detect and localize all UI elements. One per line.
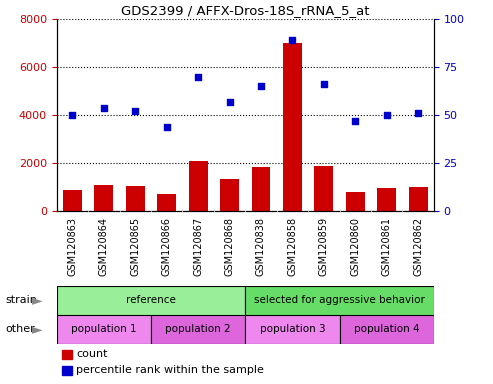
Bar	[346, 192, 365, 211]
Point	[320, 81, 328, 88]
Point	[163, 124, 171, 130]
Bar	[283, 43, 302, 211]
Bar	[340, 315, 434, 344]
Text: reference: reference	[126, 295, 176, 306]
Text: GSM120861: GSM120861	[382, 217, 392, 276]
Text: population 1: population 1	[71, 324, 137, 334]
Bar	[245, 286, 434, 315]
Bar	[57, 315, 151, 344]
Text: GSM120867: GSM120867	[193, 217, 203, 276]
Text: GSM120858: GSM120858	[287, 217, 297, 276]
Bar	[189, 161, 208, 211]
Text: population 2: population 2	[165, 324, 231, 334]
Text: ►: ►	[32, 293, 42, 308]
Point	[414, 110, 422, 116]
Bar	[220, 179, 239, 211]
Bar	[157, 194, 176, 211]
Point	[194, 74, 202, 80]
Point	[257, 83, 265, 89]
Text: population 3: population 3	[260, 324, 325, 334]
Text: GSM120864: GSM120864	[99, 217, 109, 276]
Bar	[409, 187, 427, 211]
Bar	[57, 286, 245, 315]
Bar	[377, 189, 396, 211]
Point	[226, 99, 234, 105]
Bar	[94, 185, 113, 211]
Point	[100, 104, 108, 111]
Text: count: count	[76, 349, 108, 359]
Bar	[63, 190, 82, 211]
Text: other: other	[5, 324, 35, 334]
Point	[288, 37, 296, 43]
Text: GSM120868: GSM120868	[224, 217, 235, 276]
Text: population 4: population 4	[354, 324, 420, 334]
Text: GSM120838: GSM120838	[256, 217, 266, 276]
Bar	[245, 315, 340, 344]
Bar	[251, 167, 270, 211]
Text: selected for aggressive behavior: selected for aggressive behavior	[254, 295, 425, 306]
Bar	[126, 186, 145, 211]
Point	[69, 112, 76, 118]
Text: GSM120863: GSM120863	[68, 217, 77, 276]
Point	[352, 118, 359, 124]
Text: GSM120860: GSM120860	[350, 217, 360, 276]
Point	[131, 108, 139, 114]
Text: GSM120865: GSM120865	[130, 217, 141, 276]
Text: strain: strain	[5, 295, 37, 306]
Text: percentile rank within the sample: percentile rank within the sample	[76, 365, 264, 375]
Title: GDS2399 / AFFX-Dros-18S_rRNA_5_at: GDS2399 / AFFX-Dros-18S_rRNA_5_at	[121, 3, 370, 17]
Bar	[151, 315, 245, 344]
Bar	[315, 166, 333, 211]
Text: GSM120862: GSM120862	[413, 217, 423, 276]
Text: ►: ►	[32, 322, 42, 336]
Text: GSM120866: GSM120866	[162, 217, 172, 276]
Point	[383, 112, 390, 118]
Text: GSM120859: GSM120859	[319, 217, 329, 276]
